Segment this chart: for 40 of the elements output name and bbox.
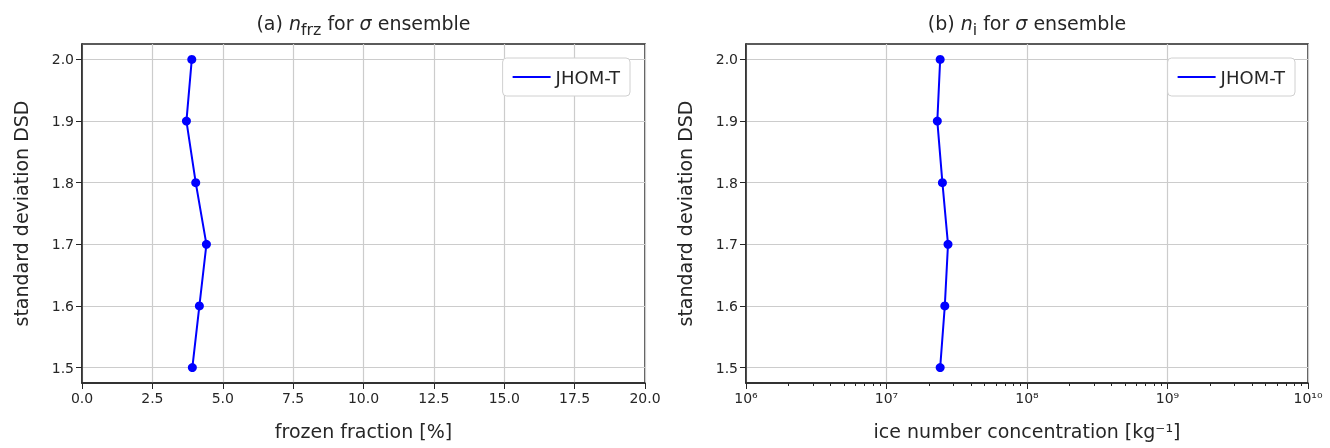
y-axis-title: standard deviation DSD [9,100,32,327]
y-tick-label: 2.0 [51,51,74,68]
x-tick-label: 10.0 [347,390,380,406]
y-tick-label: 1.5 [51,359,74,376]
x-tick-label: 15.0 [488,390,520,406]
point [194,301,204,311]
x-tick-label: 10⁷ [874,390,899,406]
x-tick-label: 10⁸ [1015,390,1040,406]
x-tick-label: 10⁹ [1155,390,1180,406]
x-tick-label: 5.0 [211,390,234,406]
y-tick-label: 1.5 [715,359,738,376]
y-tick-label: 1.7 [715,236,738,253]
point [191,178,201,188]
x-tick-label: 20.0 [629,390,661,406]
x-axis-title: ice number concentration [kg⁻¹] [873,419,1181,442]
y-tick-label: 1.6 [715,297,739,314]
y-tick-label: 1.9 [51,113,74,130]
y-tick-label: 2.0 [715,51,738,68]
chart-title: (a) n$_{frz}$ for σ ensemble [256,12,471,39]
x-tick-label: 12.5 [418,390,450,406]
x-tick-label: 10⁶ [734,390,759,406]
x-tick-label: 10¹⁰ [1293,390,1323,406]
x-tick-label: 2.5 [141,390,164,406]
x-tick-label: 0.0 [70,390,94,406]
x-tick-label: 17.5 [559,390,591,406]
chart-title: (b) n$_{i}$ for σ ensemble [927,12,1127,39]
legend-label: JHOM-T [1219,66,1286,88]
point [187,54,197,64]
y-axis-title: standard deviation DSD [673,100,696,327]
point [201,239,211,249]
y-tick-label: 1.8 [51,174,74,191]
point [187,363,197,373]
x-tick-label: 7.5 [281,390,305,406]
legend-label: JHOM-T [554,66,621,88]
x-axis-title: frozen fraction [%] [274,419,453,442]
y-tick-label: 1.8 [715,174,738,191]
y-tick-label: 1.9 [715,113,738,130]
y-tick-label: 1.6 [51,297,75,314]
point [181,116,191,126]
y-tick-label: 1.7 [51,236,74,253]
